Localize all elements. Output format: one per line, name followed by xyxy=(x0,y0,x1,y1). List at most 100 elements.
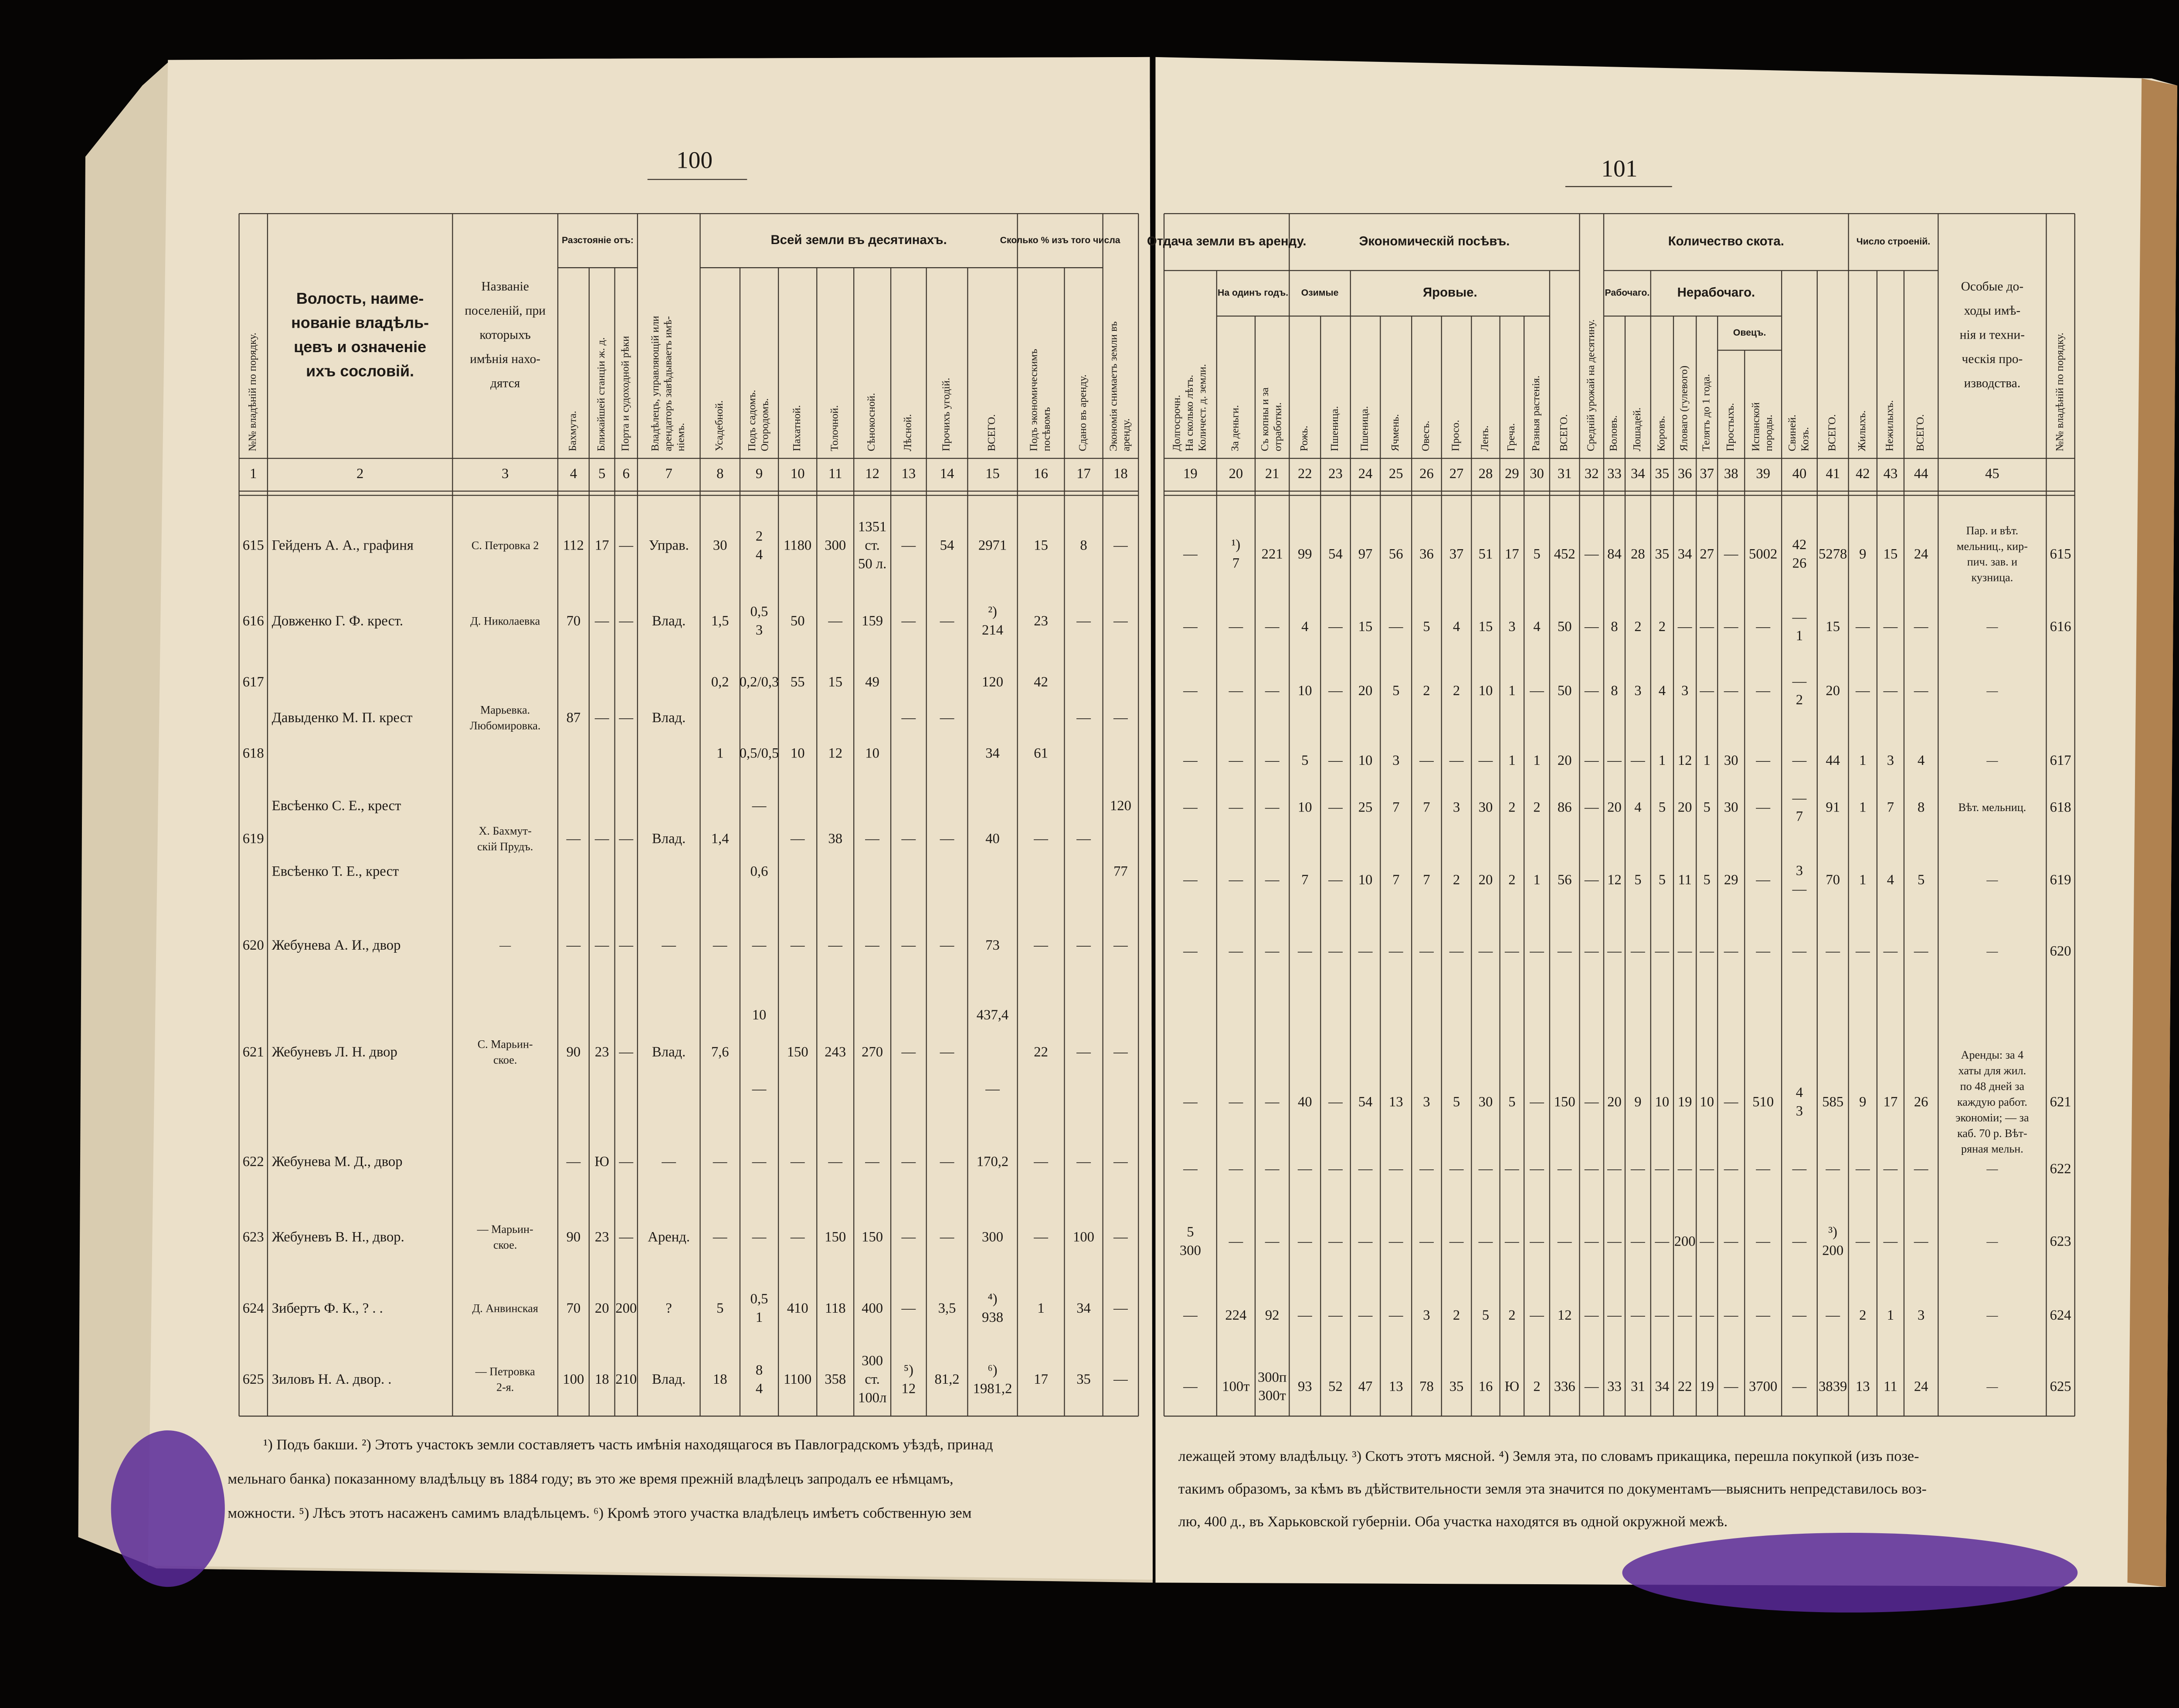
column-header: Лошадей. xyxy=(1631,407,1643,451)
footnote: такимъ образомъ, за кѣмъ въ дѣйствительн… xyxy=(1178,1480,1927,1497)
cell: — xyxy=(1584,619,1599,635)
cell: 358 xyxy=(825,1372,846,1387)
cell: 1 xyxy=(1704,753,1711,768)
column-header: Пшеница. xyxy=(1359,406,1371,452)
cell: — xyxy=(1792,790,1807,806)
cell: — xyxy=(1792,881,1807,897)
cell: — xyxy=(1358,1233,1373,1249)
column-header: За деньги. xyxy=(1229,405,1241,451)
column-header: №№ владѣній по порядку. xyxy=(247,333,258,451)
cell: Аренды: за 4 xyxy=(1961,1049,2024,1061)
cell: 5 xyxy=(1533,546,1540,562)
cell: — xyxy=(1792,1161,1807,1177)
cell: 20 xyxy=(1607,800,1622,815)
cell: — xyxy=(1265,619,1280,635)
cell: 3,5 xyxy=(938,1301,956,1316)
cell: 91 xyxy=(1826,800,1840,815)
cell: 19 xyxy=(1678,1094,1692,1110)
cell: 10 xyxy=(1358,753,1373,768)
column-number: 14 xyxy=(940,466,954,482)
cell: — Петровка xyxy=(475,1365,536,1378)
cell: 40 xyxy=(1298,1094,1312,1110)
cell: 81,2 xyxy=(934,1372,959,1387)
cell: 17 xyxy=(1505,546,1519,562)
cell: 86 xyxy=(1558,800,1572,815)
column-header: ніемъ. xyxy=(675,423,687,451)
column-number: 30 xyxy=(1530,466,1544,482)
cell: 5 xyxy=(1301,753,1308,768)
column-number: 2 xyxy=(356,466,363,482)
cell: — xyxy=(1113,1301,1128,1316)
cell: 1,4 xyxy=(711,831,729,846)
cell: 7 xyxy=(1423,800,1430,815)
column-header: Пахатной. xyxy=(791,405,803,452)
cell: — xyxy=(901,538,916,553)
owner-name: Евсѣенко Т. Е., крест xyxy=(272,863,399,879)
cell: — xyxy=(594,613,609,629)
cell: 11 xyxy=(1884,1379,1897,1394)
cell: 510 xyxy=(1752,1094,1774,1110)
cell: 1 xyxy=(1859,872,1866,888)
cell: 7 xyxy=(1392,872,1399,888)
cell: — xyxy=(618,1044,633,1060)
cell: — xyxy=(1388,1161,1403,1177)
cell: — xyxy=(1630,1161,1645,1177)
cell: — xyxy=(1914,1161,1928,1177)
cell: — xyxy=(566,937,581,953)
cell: — xyxy=(1655,943,1670,959)
cell: — xyxy=(618,937,633,953)
cell: 11 xyxy=(1678,872,1691,888)
cell: — xyxy=(1328,943,1343,959)
cell: 51 xyxy=(1479,546,1493,562)
cell: — xyxy=(1183,683,1198,699)
footnote: лю, 400 д., въ Харьковской губерніи. Оба… xyxy=(1178,1513,1728,1530)
cell: — xyxy=(1855,1233,1870,1249)
cell: — xyxy=(1265,872,1280,888)
cell: 3 xyxy=(1681,683,1688,699)
cell: 3 xyxy=(1796,863,1803,879)
cell: 8 xyxy=(1611,683,1618,699)
column-header: Просо. xyxy=(1450,420,1462,451)
cell: 1 xyxy=(756,1310,763,1325)
cell: — xyxy=(1388,1233,1403,1249)
cell: — xyxy=(1419,943,1434,959)
cell: 0,5/0,5 xyxy=(740,745,779,761)
cell: — xyxy=(1792,1233,1807,1249)
column-number: 21 xyxy=(1265,466,1280,482)
cell: 31 xyxy=(1631,1379,1645,1394)
cell: 2 xyxy=(1533,800,1540,815)
cell: — xyxy=(618,710,633,726)
cell: 25 xyxy=(1358,800,1373,815)
group-header: Озимые xyxy=(1301,288,1339,298)
cell: 30 xyxy=(713,538,727,553)
cell: — xyxy=(1724,619,1738,635)
cell: — xyxy=(865,831,879,846)
cell: — xyxy=(713,1154,727,1170)
cell: 27 xyxy=(1700,546,1714,562)
cell: — xyxy=(1699,1307,1714,1323)
cell: 15 xyxy=(1358,619,1373,635)
column-header: Лѣсной. xyxy=(902,414,914,451)
cell: — xyxy=(1529,1233,1544,1249)
cell: 2 xyxy=(1453,683,1460,699)
cell: — xyxy=(1265,1094,1280,1110)
cell: 5 xyxy=(1704,872,1711,888)
column-number: 11 xyxy=(828,466,842,482)
cell: — xyxy=(1755,753,1770,768)
cell: 33 xyxy=(1607,1379,1622,1394)
cell: — xyxy=(1699,1161,1714,1177)
cell: 210 xyxy=(615,1372,637,1387)
cell: 170,2 xyxy=(977,1154,1008,1170)
column-number: 4 xyxy=(570,466,577,482)
cell: — xyxy=(1584,1307,1599,1323)
cell: 18 xyxy=(713,1372,727,1387)
column-number: 44 xyxy=(1914,466,1928,482)
cell: 7 xyxy=(1423,872,1430,888)
cell: скій Прудъ. xyxy=(477,840,533,853)
cell: — xyxy=(1883,943,1898,959)
cell: 1180 xyxy=(784,538,811,553)
cell: — xyxy=(1033,1154,1048,1170)
cell: 54 xyxy=(1328,546,1343,562)
column-header: отработки. xyxy=(1272,402,1284,451)
group-header: Сколько % изъ того числа xyxy=(1000,235,1120,245)
